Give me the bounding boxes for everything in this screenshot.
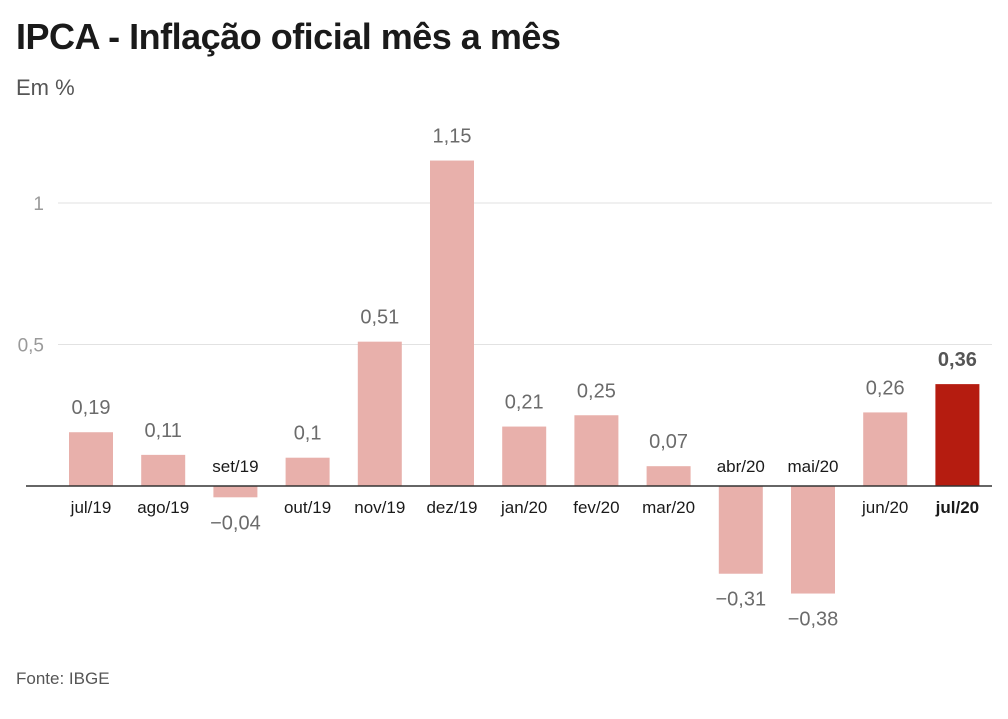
- category-label: jul/19: [70, 498, 112, 517]
- grid-lines: 0,51: [18, 194, 992, 357]
- bar-jul-20: [935, 384, 980, 486]
- chart-subtitle: Em %: [16, 75, 75, 100]
- bar-nov-19: [357, 341, 402, 486]
- value-label: −0,38: [788, 609, 839, 631]
- value-label: 0,51: [360, 307, 399, 329]
- bar-fev-20: [574, 415, 619, 486]
- y-tick-label: 0,5: [18, 336, 44, 357]
- category-label: mai/20: [787, 457, 838, 476]
- category-label: nov/19: [354, 498, 405, 517]
- category-label: abr/20: [717, 457, 765, 476]
- chart-title: IPCA - Inflação oficial mês a mês: [16, 16, 561, 57]
- value-label: 0,11: [144, 420, 181, 442]
- category-label: mar/20: [642, 498, 695, 517]
- bar-jan-20: [502, 426, 547, 486]
- value-label: 0,36: [938, 349, 977, 371]
- value-label: 0,21: [505, 392, 544, 414]
- bar-jul-19: [69, 432, 113, 486]
- bar-ago-19: [141, 454, 186, 486]
- value-label: −0,04: [210, 512, 261, 534]
- category-label: set/19: [212, 457, 258, 476]
- bars: [69, 160, 980, 594]
- bar-mar-20: [646, 466, 691, 486]
- value-label: −0,31: [715, 589, 766, 611]
- value-label: 0,19: [72, 397, 111, 419]
- category-label: dez/19: [426, 498, 477, 517]
- bar-jun-20: [863, 412, 908, 486]
- bar-dez-19: [430, 160, 474, 487]
- category-label: fev/20: [573, 498, 619, 517]
- category-label: jun/20: [861, 498, 908, 517]
- value-label: 0,07: [649, 431, 688, 453]
- value-label: 0,26: [866, 377, 905, 399]
- y-tick-label: 1: [33, 194, 44, 215]
- value-label: 0,1: [294, 423, 322, 445]
- category-label: jan/20: [500, 498, 547, 517]
- category-label: out/19: [284, 498, 331, 517]
- category-label: ago/19: [137, 498, 189, 517]
- bar-set-19: [213, 486, 258, 498]
- bar-mai-20: [791, 486, 835, 594]
- value-label: 0,25: [577, 380, 616, 402]
- category-labels: jul/19 ago/19 set/19 out/19 nov/19 dez/19 jan/…: [70, 457, 979, 517]
- bar-abr-20: [718, 486, 763, 574]
- value-label: 1,15: [433, 126, 472, 148]
- value-labels: 0,19 0,11 −0,04 0,1 0,51 1,15 0,21 0,25 0,07 −0,3…: [72, 126, 977, 631]
- bar-out-19: [285, 457, 330, 486]
- category-label: jul/20: [935, 498, 979, 517]
- source-note: Fonte: IBGE: [16, 669, 110, 688]
